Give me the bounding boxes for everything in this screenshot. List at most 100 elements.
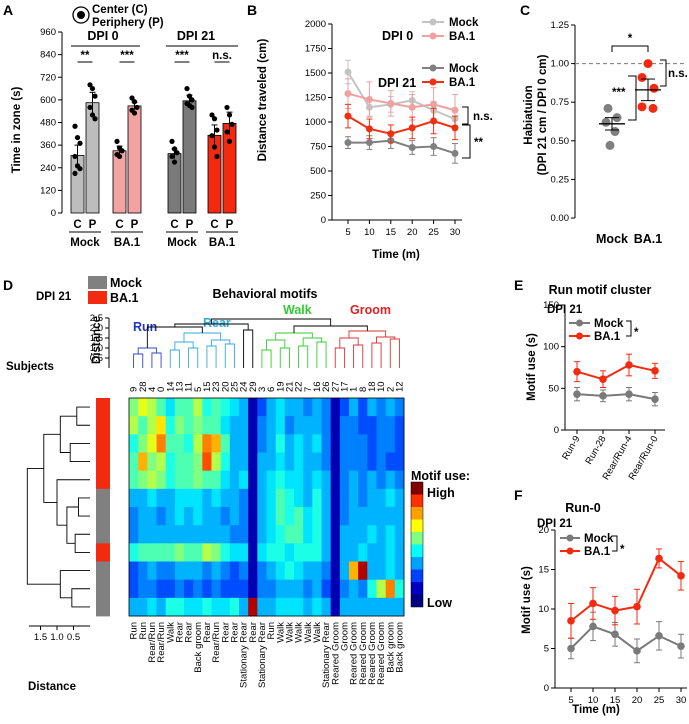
heatmap-cell	[321, 434, 332, 453]
heatmap-cell	[193, 597, 203, 617]
heatmap-cell	[147, 507, 157, 526]
heatmap-border	[128, 397, 405, 617]
heatmap-cell	[129, 597, 139, 617]
left-dendro-tick-label: 1.5	[34, 632, 47, 643]
heatmap-cell	[275, 434, 286, 453]
heatmap-cell	[284, 561, 295, 581]
left-dendro-link	[71, 588, 90, 608]
heatmap-cell	[330, 561, 341, 581]
f-x-tick-label: 20	[632, 695, 643, 706]
motif-id-label: 5	[193, 387, 204, 392]
c-y-tick-label: 1.25	[551, 20, 570, 31]
heatmap-cell	[330, 488, 341, 508]
heatmap-cell	[184, 507, 194, 526]
motif-name-label: Reared Groom	[358, 622, 369, 685]
motif-id-label: 16	[312, 381, 323, 392]
colorbar-segment	[411, 594, 423, 607]
b-y-tick-label: 1750	[305, 44, 326, 55]
top-dendro-link	[353, 344, 364, 368]
heatmap-cell	[156, 470, 167, 490]
a-y-tick-label: 240	[40, 163, 56, 174]
a-x-tick-label: P	[226, 219, 234, 231]
heatmap-cell	[202, 597, 212, 617]
heatmap-cell	[339, 470, 350, 490]
motif-name-label: Rear/Run	[211, 622, 222, 663]
top-dendro-link	[376, 336, 396, 343]
heatmap-cell	[312, 597, 322, 617]
f-x-tick-label: 15	[610, 695, 621, 706]
top-dendro-link	[151, 352, 162, 368]
heatmap-cell	[275, 416, 286, 435]
c-x-tick-label: Mock	[596, 232, 628, 246]
heatmap-cell	[202, 488, 212, 508]
heatmap-cell	[275, 507, 286, 526]
top-dendro-link	[133, 353, 144, 368]
a-data-point	[171, 159, 178, 165]
heatmap-cell	[294, 470, 304, 490]
top-dendro-link	[169, 349, 180, 368]
heatmap-cell	[266, 507, 277, 526]
heatmap-cell	[147, 470, 157, 490]
d-bottom-distance-label: Distance	[28, 681, 76, 693]
heatmap-cell	[284, 470, 295, 490]
subject-group-cell	[96, 452, 110, 472]
cluster-rear-label: Rear	[203, 316, 231, 330]
a-data-point	[184, 85, 190, 92]
motif-id-label: 29	[248, 381, 259, 392]
heatmap-cell	[193, 398, 203, 417]
heatmap-cell	[129, 525, 139, 544]
motif-name-label: Run	[138, 622, 149, 639]
heatmap-cell	[248, 543, 258, 562]
subject-group-cell	[96, 543, 110, 562]
c-y-tick-label: 0.25	[551, 174, 570, 185]
motif-id-label: 1	[349, 387, 360, 392]
heatmap-cell	[367, 470, 377, 490]
a-significance: **	[81, 50, 90, 62]
motif-name-label: Stationary Rear	[239, 622, 250, 688]
motif-id-label: 12	[394, 381, 405, 392]
heatmap-cell	[275, 543, 286, 562]
heatmap-cell	[339, 507, 350, 526]
heatmap-cell	[358, 452, 368, 472]
heatmap-cell	[174, 507, 185, 526]
d-legend-mock-swatch	[88, 276, 107, 289]
heatmap-cell	[129, 507, 139, 526]
heatmap-cell	[358, 434, 368, 453]
heatmap-cell	[321, 507, 332, 526]
b-series-line	[347, 71, 456, 120]
heatmap-cell	[303, 597, 313, 617]
e-y-tick-label: 150	[543, 300, 559, 311]
b-significance: n.s.	[473, 111, 493, 123]
a-y-tick-label: 600	[40, 95, 56, 106]
b-data-point	[344, 112, 352, 120]
heatmap-cell	[266, 398, 277, 417]
f-data-point	[633, 647, 641, 655]
e-legend-marker	[576, 319, 583, 327]
b-legend-text: Mock	[449, 17, 479, 29]
heatmap-cell	[294, 434, 304, 453]
heatmap-cell	[202, 507, 212, 526]
motif-id-label: 11	[184, 382, 195, 392]
heatmap-cell	[257, 470, 267, 490]
heatmap-cell	[211, 488, 222, 508]
cluster-groom-label: Groom	[350, 303, 391, 317]
panel-b-line-chart: Distance traveled (cm) Time (m) 0 250 500 7…	[257, 17, 493, 261]
heatmap-cell	[138, 579, 148, 599]
heatmap-cell	[239, 579, 249, 599]
c-significance: *	[628, 33, 633, 45]
panel-e-line-chart: Run motif cluster DPI 21 Motif use (s) 0…	[526, 283, 665, 482]
heatmap-cell	[138, 452, 148, 472]
heatmap-cell	[257, 416, 267, 435]
a-data-point	[87, 104, 93, 111]
heatmap-cell	[266, 416, 277, 435]
heatmap-cell	[174, 434, 185, 453]
heatmap-cell	[220, 452, 231, 472]
heatmap-cell	[220, 561, 231, 581]
colorbar-segment	[411, 532, 423, 545]
e-data-point	[625, 390, 633, 398]
a-data-point	[72, 170, 78, 177]
heatmap-cell	[367, 525, 377, 544]
heatmap-cell	[385, 543, 396, 562]
heatmap-cell	[165, 488, 176, 508]
heatmap-cell	[303, 470, 313, 490]
